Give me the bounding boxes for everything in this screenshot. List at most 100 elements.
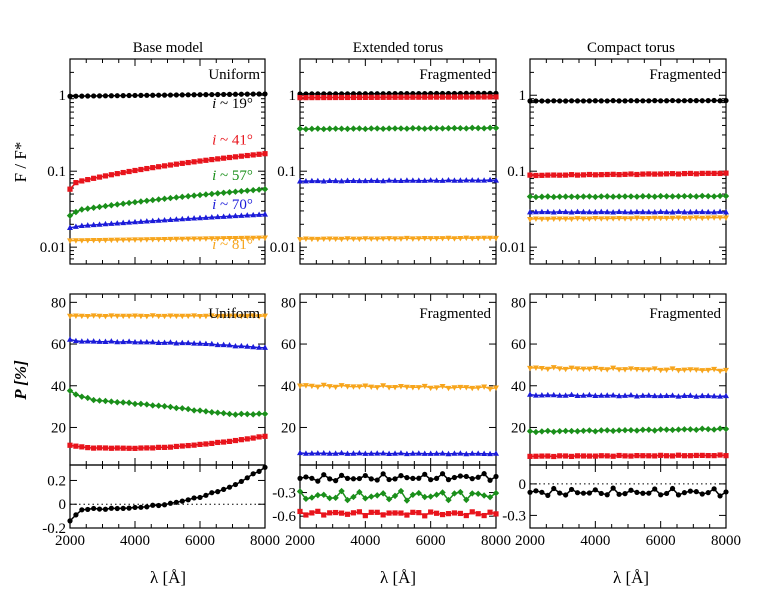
- data-point: [102, 506, 109, 512]
- data-point: [723, 392, 729, 399]
- data-point: [167, 339, 174, 345]
- data-point: [681, 392, 688, 398]
- data-point: [208, 313, 215, 319]
- data-point: [687, 488, 693, 494]
- data-point: [628, 171, 634, 177]
- data-point: [710, 426, 718, 433]
- data-point: [202, 214, 209, 220]
- data-point: [723, 97, 729, 104]
- data-point: [344, 236, 351, 242]
- data-point: [202, 408, 210, 415]
- data-point: [646, 171, 652, 177]
- series-green: [296, 487, 500, 504]
- data-point: [463, 512, 469, 519]
- data-point: [550, 365, 557, 371]
- data-point: [634, 453, 640, 459]
- data-point: [203, 92, 209, 98]
- data-point: [214, 341, 221, 348]
- data-point: [66, 387, 74, 394]
- data-point: [687, 98, 693, 104]
- data-point: [102, 237, 109, 244]
- series-line: [529, 216, 727, 220]
- data-point: [143, 401, 151, 408]
- data-point: [379, 490, 387, 497]
- data-point: [658, 98, 664, 104]
- data-point: [380, 471, 386, 477]
- data-point: [586, 193, 593, 200]
- data-point: [615, 427, 623, 434]
- data-point: [338, 449, 345, 456]
- data-point: [580, 193, 587, 200]
- data-point: [73, 180, 79, 186]
- data-point: [338, 487, 345, 495]
- data-point: [96, 338, 103, 344]
- data-point: [481, 235, 488, 242]
- data-point: [338, 178, 345, 184]
- data-point: [427, 236, 434, 242]
- data-point: [67, 336, 73, 342]
- data-point: [469, 177, 476, 183]
- data-point: [191, 313, 198, 319]
- data-point: [705, 215, 712, 221]
- data-point: [144, 165, 150, 172]
- data-point: [84, 394, 91, 402]
- y-tick-label: 0.01: [40, 240, 66, 256]
- data-point: [439, 236, 446, 242]
- data-point: [108, 445, 114, 451]
- data-point: [723, 209, 729, 215]
- data-point: [657, 192, 664, 200]
- data-point: [379, 125, 387, 132]
- data-point: [562, 366, 569, 373]
- data-point: [221, 91, 227, 98]
- series-line: [529, 172, 727, 177]
- data-point: [445, 176, 452, 183]
- data-point: [711, 392, 718, 399]
- data-point: [422, 94, 428, 100]
- plot-frame: [69, 464, 266, 529]
- data-point: [149, 338, 156, 345]
- data-point: [191, 442, 197, 448]
- data-point: [137, 400, 145, 408]
- data-point: [550, 216, 557, 222]
- data-point: [156, 444, 162, 450]
- y-tick-label: 0.01: [500, 240, 526, 256]
- data-point: [326, 384, 333, 390]
- data-point: [196, 191, 204, 199]
- data-point: [475, 235, 482, 242]
- data-point: [415, 236, 422, 242]
- data-point: [627, 209, 634, 215]
- data-point: [723, 367, 729, 374]
- data-point: [669, 453, 676, 459]
- data-point: [67, 518, 73, 524]
- data-point: [137, 218, 144, 224]
- data-point: [645, 208, 652, 215]
- data-point: [445, 94, 452, 100]
- data-point: [220, 341, 227, 348]
- data-point: [717, 368, 724, 375]
- data-point: [232, 235, 239, 242]
- series-green: [526, 425, 730, 436]
- data-point: [527, 172, 533, 178]
- data-point: [451, 490, 458, 497]
- data-point: [297, 508, 303, 515]
- data-point: [657, 215, 664, 222]
- data-point: [344, 177, 351, 183]
- data-point: [244, 235, 251, 242]
- data-point: [179, 443, 185, 449]
- data-point: [598, 216, 605, 222]
- data-point: [197, 441, 203, 448]
- data-point: [574, 428, 581, 435]
- data-point: [85, 445, 91, 451]
- y-tick-label: 0: [519, 477, 527, 493]
- data-point: [652, 98, 658, 104]
- data-point: [574, 98, 581, 104]
- data-point: [586, 490, 592, 496]
- y-tick-label: 0.1: [47, 164, 66, 180]
- data-point: [173, 313, 180, 320]
- data-point: [711, 453, 717, 459]
- data-point: [179, 236, 186, 243]
- data-point: [574, 392, 581, 399]
- data-point: [616, 367, 623, 373]
- data-point: [574, 490, 581, 496]
- data-point: [433, 177, 440, 183]
